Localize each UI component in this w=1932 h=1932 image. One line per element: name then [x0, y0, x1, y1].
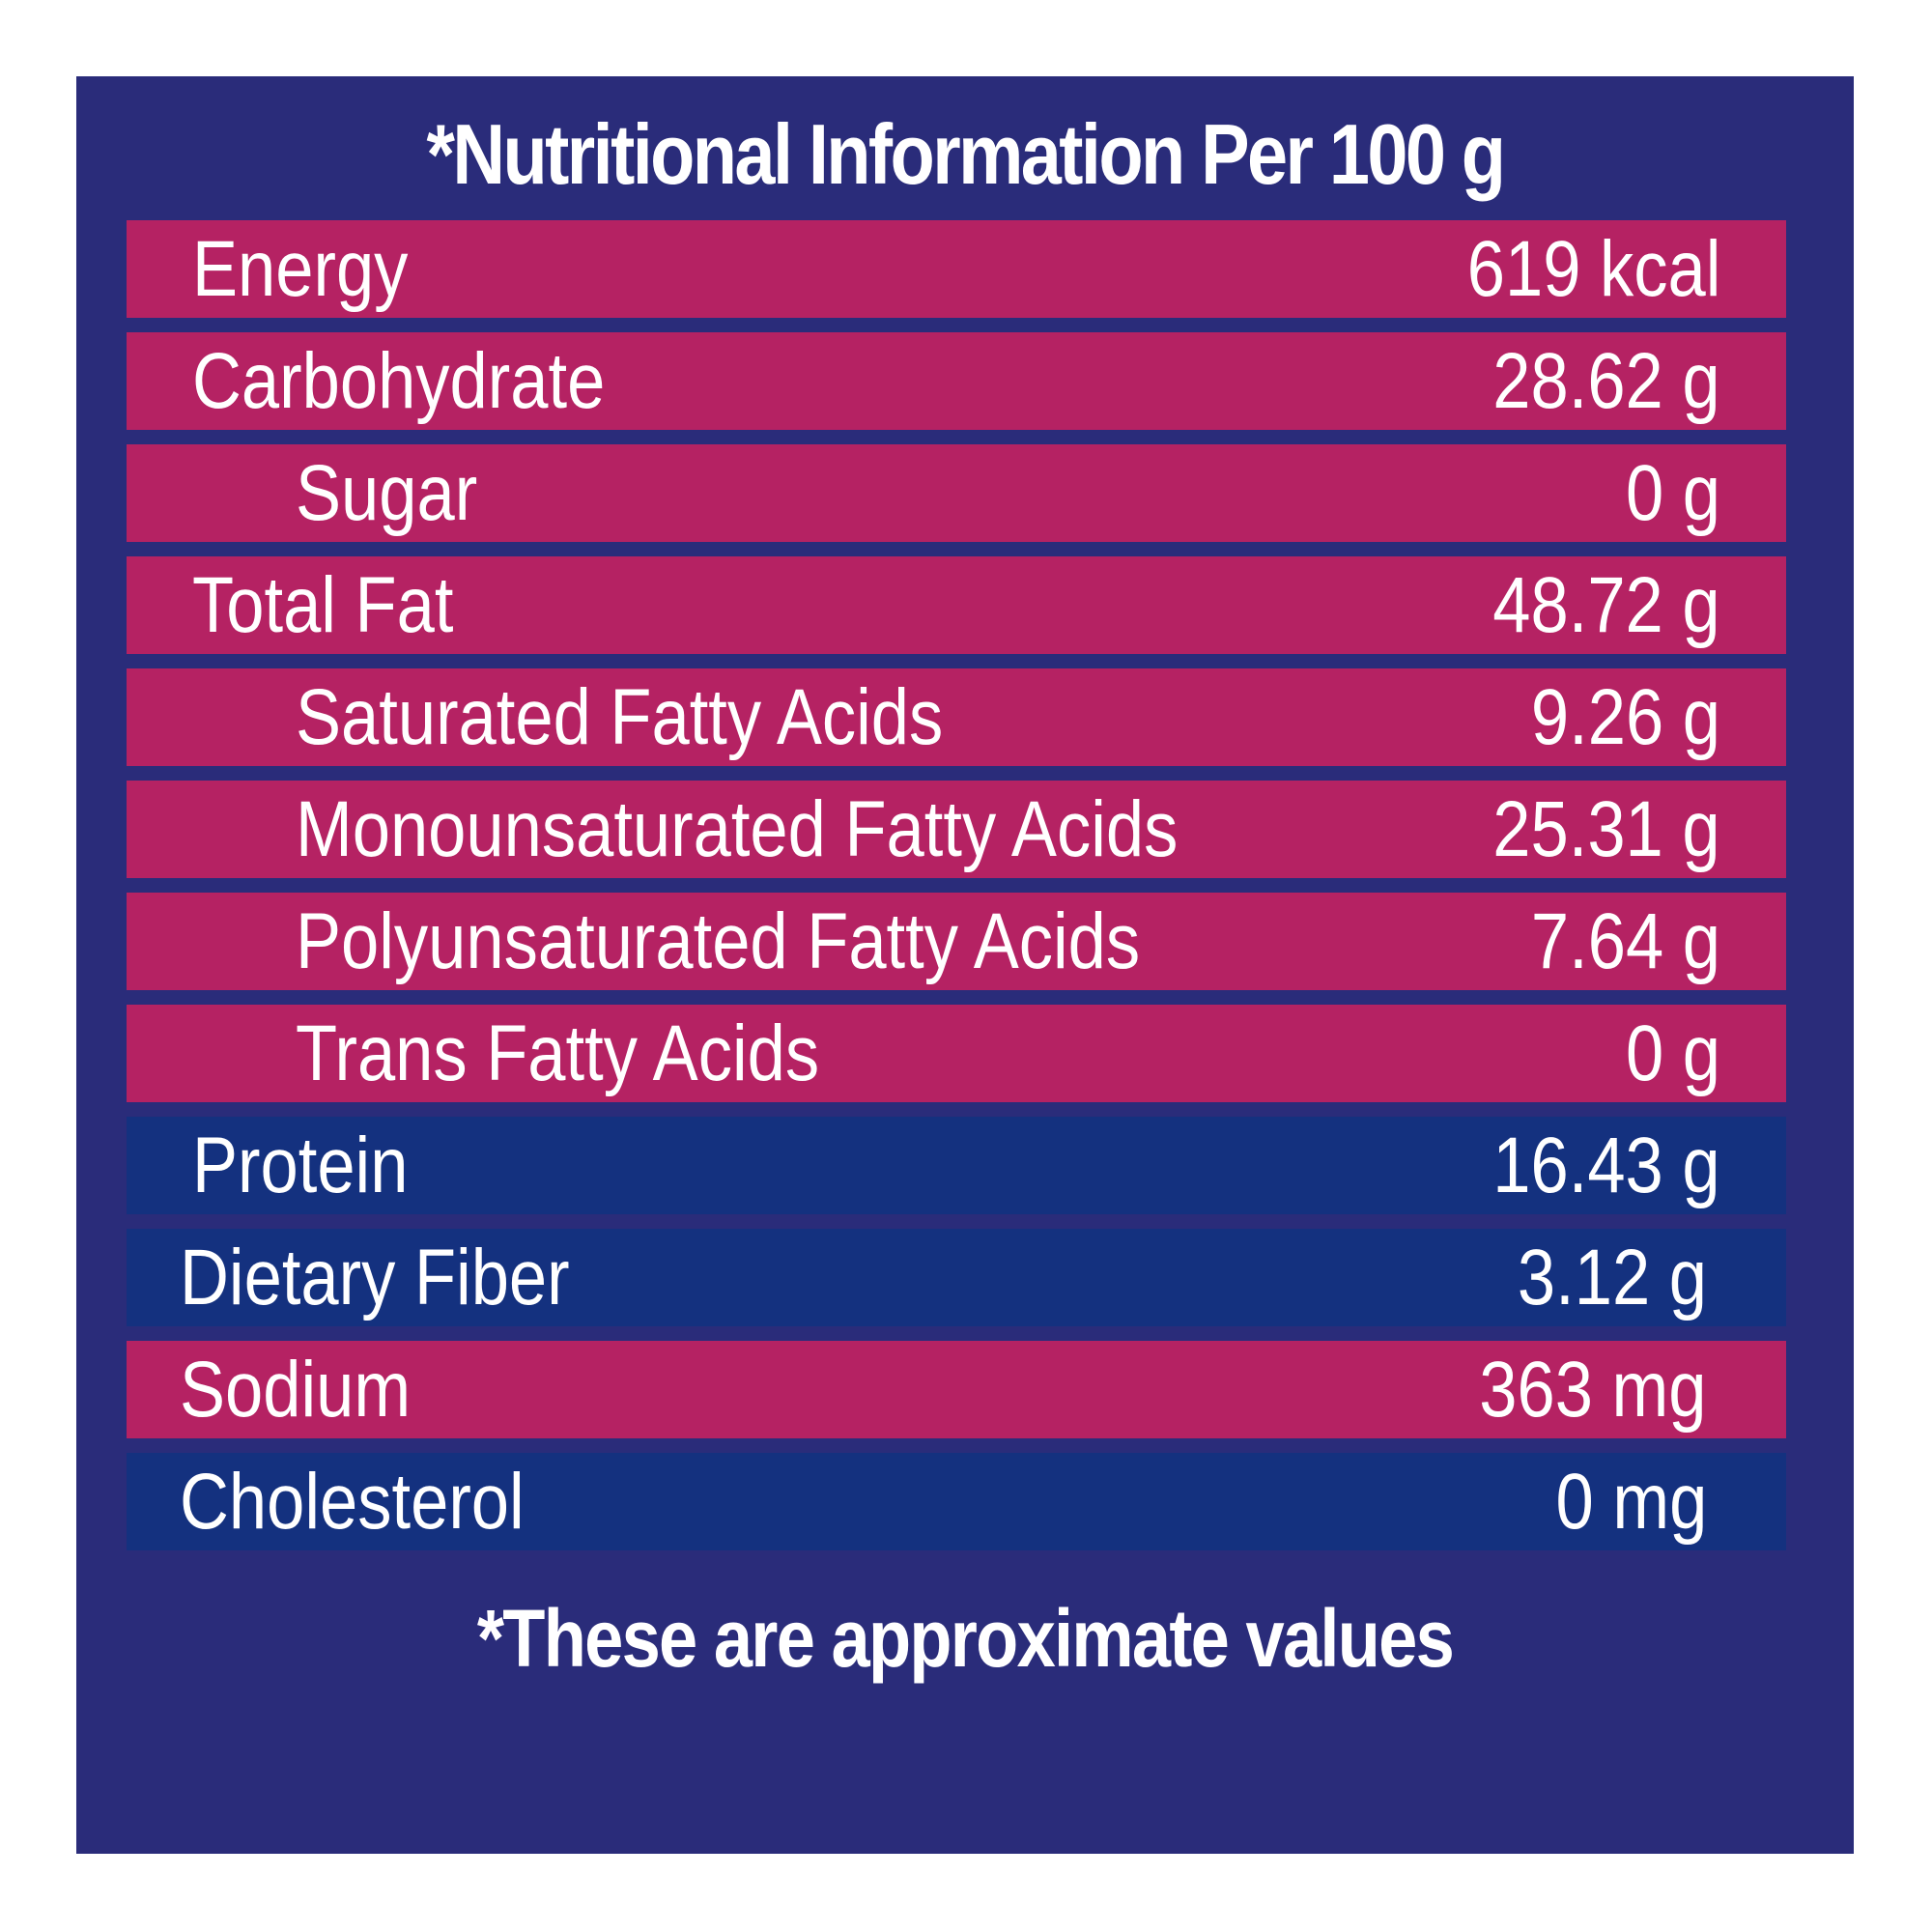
nutrient-name: Polyunsaturated Fatty Acids [296, 897, 1141, 985]
nutrition-row-polyunsaturated-fatty-acids: Polyunsaturated Fatty Acids 7.64 g [127, 893, 1786, 990]
approximate-values-note: *These are approximate values [476, 1593, 1455, 1684]
nutrition-row-saturated-fatty-acids: Saturated Fatty Acids 9.26 g [127, 668, 1786, 766]
nutrient-value: 0 mg [1555, 1458, 1707, 1546]
nutrient-value: 7.64 g [1530, 897, 1720, 985]
nutrition-row-carbohydrate: Carbohydrate 28.62 g [127, 332, 1786, 430]
nutrition-row-protein: Protein 16.43 g [127, 1117, 1786, 1214]
nutrient-name: Energy [192, 225, 409, 313]
nutrient-value: 25.31 g [1492, 785, 1720, 873]
nutrient-value: 619 kcal [1466, 225, 1720, 313]
nutrient-name: Saturated Fatty Acids [296, 673, 944, 761]
nutrition-row-monounsaturated-fatty-acids: Monounsaturated Fatty Acids 25.31 g [127, 781, 1786, 878]
nutrition-row-sugar: Sugar 0 g [127, 444, 1786, 542]
nutrition-row-energy: Energy 619 kcal [127, 220, 1786, 318]
nutrition-row-total-fat: Total Fat 48.72 g [127, 556, 1786, 654]
nutrient-name: Trans Fatty Acids [296, 1009, 820, 1097]
nutrient-name: Total Fat [192, 561, 454, 649]
nutrient-name: Monounsaturated Fatty Acids [296, 785, 1179, 873]
nutrition-row-cholesterol: Cholesterol 0 mg [127, 1453, 1786, 1550]
nutrient-name: Cholesterol [180, 1458, 525, 1546]
nutrition-title: *Nutritional Information Per 100 g [426, 106, 1507, 202]
nutrient-value: 3.12 g [1517, 1234, 1707, 1321]
nutrient-name: Sugar [296, 449, 478, 537]
nutrient-value: 0 g [1625, 1009, 1720, 1097]
nutrient-name: Protein [192, 1122, 409, 1209]
nutrient-name: Sodium [180, 1346, 412, 1434]
nutrition-row-trans-fatty-acids: Trans Fatty Acids 0 g [127, 1005, 1786, 1102]
nutrient-value: 9.26 g [1530, 673, 1720, 761]
nutrient-value: 16.43 g [1492, 1122, 1720, 1209]
nutrient-name: Dietary Fiber [180, 1234, 570, 1321]
nutrition-row-sodium: Sodium 363 mg [127, 1341, 1786, 1438]
nutrient-value: 28.62 g [1492, 337, 1720, 425]
nutrient-value: 48.72 g [1492, 561, 1720, 649]
nutrient-name: Carbohydrate [192, 337, 606, 425]
nutrient-value: 363 mg [1479, 1346, 1707, 1434]
nutrition-table: Energy 619 kcal Carbohydrate 28.62 g Sug… [127, 220, 1786, 1565]
nutrient-value: 0 g [1625, 449, 1720, 537]
nutrition-row-dietary-fiber: Dietary Fiber 3.12 g [127, 1229, 1786, 1326]
nutrition-panel: *Nutritional Information Per 100 g Energ… [76, 76, 1854, 1854]
